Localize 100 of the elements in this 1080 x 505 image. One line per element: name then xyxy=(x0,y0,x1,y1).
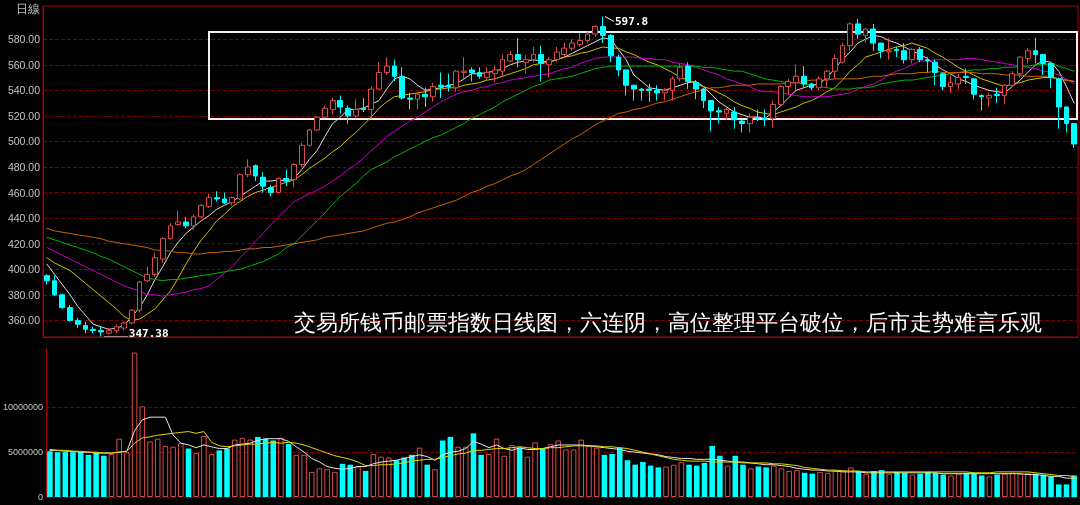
bar xyxy=(370,453,377,497)
bar xyxy=(362,470,369,497)
candlestick xyxy=(731,106,737,130)
candlestick xyxy=(755,109,760,122)
candlestick xyxy=(685,61,691,90)
candlestick xyxy=(361,97,366,113)
candlestick xyxy=(446,73,451,93)
bar xyxy=(178,443,184,497)
y-tick-label: 10000000 xyxy=(3,402,44,413)
bar xyxy=(301,454,307,497)
candlestick xyxy=(662,87,668,102)
candlestick xyxy=(538,45,544,82)
bar xyxy=(316,468,323,497)
candlestick xyxy=(646,83,652,103)
bar xyxy=(93,453,99,497)
bar xyxy=(632,464,638,497)
candlestick xyxy=(399,66,405,100)
candlestick xyxy=(75,317,81,329)
candlestick xyxy=(1017,55,1023,79)
y-tick-label: 440.00 xyxy=(7,212,41,225)
candlestick xyxy=(438,71,444,99)
candlestick xyxy=(600,15,606,44)
candlestick xyxy=(816,75,822,91)
bar xyxy=(701,462,708,497)
candlestick xyxy=(894,46,899,58)
candlestick xyxy=(268,184,274,197)
candlestick xyxy=(114,323,119,334)
bar xyxy=(524,456,531,497)
candlestick xyxy=(515,37,521,68)
candlestick xyxy=(847,22,853,52)
candlestick xyxy=(129,308,135,325)
candlestick xyxy=(677,63,683,82)
bar xyxy=(270,440,276,497)
candlestick xyxy=(809,82,814,91)
candlestick xyxy=(407,92,413,111)
bar xyxy=(1025,472,1031,497)
candlestick xyxy=(616,54,621,77)
candlestick xyxy=(739,119,745,134)
candlestick xyxy=(963,68,969,85)
bar xyxy=(1071,475,1077,497)
candlestick xyxy=(283,169,289,187)
bar xyxy=(863,473,869,497)
candlestick xyxy=(83,321,88,334)
y-tick-label: 520.00 xyxy=(7,109,41,122)
bar xyxy=(617,447,623,497)
bar xyxy=(224,448,230,497)
bar xyxy=(971,473,977,497)
candlestick xyxy=(430,82,436,103)
annotation: 交易所钱币邮票指数日线图，六连阴，高位整理平台破位，后市走势难言乐观 xyxy=(294,309,1042,335)
candlestick xyxy=(901,42,907,65)
candlestick xyxy=(631,84,637,102)
candlestick xyxy=(670,75,675,102)
candlestick xyxy=(392,59,397,82)
bar xyxy=(948,475,954,497)
candlestick xyxy=(353,98,359,119)
candlestick xyxy=(229,195,235,206)
bar xyxy=(1063,484,1070,497)
y-tick-label: 480.00 xyxy=(7,161,41,174)
bar xyxy=(747,468,754,497)
candlestick xyxy=(1071,123,1077,149)
bar xyxy=(655,467,662,497)
bar xyxy=(332,471,338,497)
annotation: 347.38 xyxy=(128,327,169,341)
candlestick xyxy=(824,69,830,89)
candlestick xyxy=(716,106,722,125)
candlestick xyxy=(121,321,127,332)
bar xyxy=(917,473,923,497)
candlestick xyxy=(245,158,251,178)
bar xyxy=(501,455,508,497)
candlestick xyxy=(144,266,150,283)
candlestick xyxy=(654,84,660,102)
candlestick xyxy=(585,31,590,44)
candlestick xyxy=(253,163,258,182)
bar xyxy=(740,464,746,497)
candlestick xyxy=(917,46,923,63)
candlestick xyxy=(214,190,220,203)
bar xyxy=(940,474,946,497)
candlestick xyxy=(523,54,529,75)
candlestick xyxy=(299,142,305,168)
candlestick xyxy=(322,105,328,119)
candlestick xyxy=(477,66,482,80)
candlestick xyxy=(955,73,961,90)
candlestick xyxy=(770,100,776,128)
candlestick xyxy=(932,59,938,86)
bar xyxy=(47,451,53,497)
bar xyxy=(108,453,115,497)
candlestick xyxy=(639,87,644,102)
candlestick xyxy=(762,109,768,127)
candlestick xyxy=(453,69,459,93)
bar xyxy=(586,445,592,497)
candlestick xyxy=(979,93,984,112)
candlestick xyxy=(422,87,428,108)
candlestick xyxy=(183,216,189,229)
candlestick xyxy=(67,304,73,323)
candlestick xyxy=(747,112,753,134)
bar xyxy=(1055,484,1062,497)
y-tick-label: 5000000 xyxy=(8,447,44,458)
candlestick xyxy=(44,273,50,286)
candlestick xyxy=(345,105,351,125)
y-tick-label: 540.00 xyxy=(7,84,41,97)
